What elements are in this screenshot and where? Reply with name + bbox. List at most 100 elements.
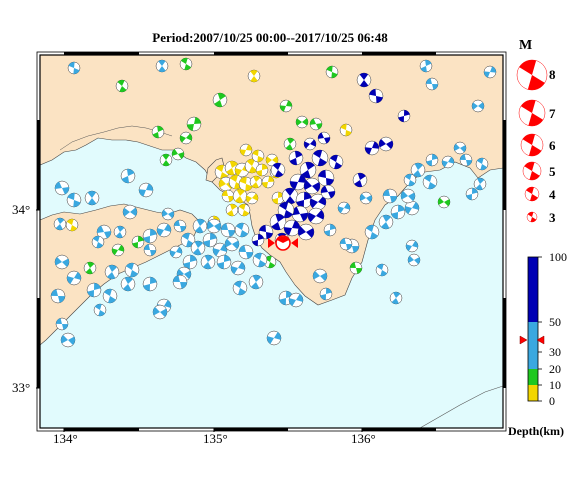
focal-mechanism [239, 143, 253, 157]
focal-mechanism [270, 162, 286, 178]
magnitude-legend-ball [520, 133, 544, 157]
focal-mechanism [309, 117, 323, 131]
depth-tick: 10 [549, 378, 561, 392]
focal-mechanism [66, 270, 82, 286]
focal-mechanism [238, 176, 254, 192]
focal-mechanism [115, 79, 129, 93]
focal-mechanism [295, 115, 309, 129]
depth-tick: 0 [549, 394, 555, 408]
focal-mechanism [96, 224, 112, 240]
focal-mechanism [364, 140, 380, 156]
focal-mechanism [124, 262, 140, 278]
focal-mechanism [337, 201, 351, 215]
focal-mechanism [50, 288, 66, 304]
focal-mechanism [352, 172, 368, 188]
focal-mechanism [459, 153, 473, 167]
focal-mechanism [238, 244, 254, 260]
depth-marker [519, 335, 528, 345]
focal-mechanism [237, 203, 251, 217]
magnitude-label: 6 [549, 138, 556, 153]
magnitude-legend-title: M [519, 38, 533, 53]
focal-mechanism [265, 153, 279, 167]
sea-boundary-line [419, 385, 504, 429]
focal-mechanism [161, 207, 175, 221]
focal-mechanism [169, 245, 183, 259]
focal-mechanism [279, 99, 293, 113]
focal-mechanism [407, 253, 421, 267]
x-tick-135: 135° [203, 431, 228, 446]
focal-mechanism [248, 274, 264, 290]
magnitude-label: 5 [549, 164, 556, 179]
focal-mechanism [277, 201, 295, 219]
depth-tick: 20 [549, 362, 561, 376]
focal-mechanism [151, 125, 165, 139]
focal-mechanism [86, 282, 102, 298]
focal-mechanism [172, 274, 188, 290]
focal-mechanism [311, 149, 329, 167]
magnitude-legend-ball [518, 99, 546, 127]
magnitude-legend [516, 59, 548, 223]
focal-mechanism [53, 217, 67, 231]
magnitude-label: 8 [549, 67, 556, 82]
focal-mechanism [378, 136, 394, 152]
magnitude-label: 3 [549, 210, 556, 225]
focal-mechanism [364, 224, 380, 240]
focal-mechanism [152, 304, 168, 320]
focal-mechanism [471, 99, 485, 113]
magnitude-legend-ball [516, 59, 548, 91]
focal-mechanism [111, 243, 125, 257]
focal-mechanism [425, 153, 439, 167]
focal-mechanism [120, 276, 136, 292]
focal-mechanism [297, 223, 315, 241]
focal-mechanism [249, 175, 263, 189]
focal-mechanism [368, 88, 384, 104]
focal-mechanism [441, 155, 455, 169]
focal-mechanism [320, 184, 336, 200]
focal-mechanism [397, 109, 411, 123]
focal-mechanism [389, 291, 403, 305]
focal-mechanism [232, 188, 248, 204]
focal-mechanism [375, 263, 389, 277]
focal-mechanism [65, 218, 79, 232]
focal-mechanism [319, 287, 333, 301]
focal-mechanism [202, 232, 218, 248]
focal-mechanism [453, 141, 467, 155]
focal-mechanism [328, 154, 344, 170]
depth-tick: 30 [549, 345, 561, 359]
focal-mechanism [251, 149, 265, 163]
focal-mechanism [390, 204, 406, 220]
focal-mechanism [283, 219, 301, 237]
focal-mechanism [122, 204, 138, 220]
focal-mechanism [289, 173, 307, 191]
focal-mechanism [247, 69, 261, 83]
focal-mechanism [220, 222, 236, 238]
focal-mechanism [339, 123, 353, 137]
focal-mechanism [200, 254, 216, 270]
focal-mechanism [299, 161, 317, 179]
focal-mechanism [437, 195, 451, 209]
x-tick-136: 136° [351, 431, 376, 446]
focal-mechanism [483, 65, 497, 79]
depth-tick: 100 [549, 250, 567, 264]
focal-mechanism [113, 225, 127, 239]
focal-mechanism [66, 192, 82, 208]
focal-mechanism [182, 254, 198, 270]
focal-mechanism [422, 174, 438, 190]
focal-mechanism [325, 65, 339, 79]
map-title: Period:2007/10/25 00:00--2017/10/25 06:4… [152, 30, 388, 45]
focal-mechanism [323, 223, 337, 237]
focal-mechanism [258, 224, 274, 240]
focal-mechanism [425, 77, 439, 91]
depth-tick: 50 [549, 315, 561, 329]
focal-mechanism [400, 188, 416, 204]
focal-mechanism [192, 218, 208, 234]
magnitude-legend-ball [524, 186, 540, 202]
focal-mechanism [252, 252, 268, 268]
focal-mechanism [171, 147, 185, 161]
focal-mechanism [131, 235, 145, 249]
focal-mechanism [291, 205, 309, 223]
focal-mechanism [155, 59, 169, 73]
focal-mechanism [465, 187, 479, 201]
focal-mechanism [356, 72, 372, 88]
focal-mechanism [307, 207, 325, 225]
